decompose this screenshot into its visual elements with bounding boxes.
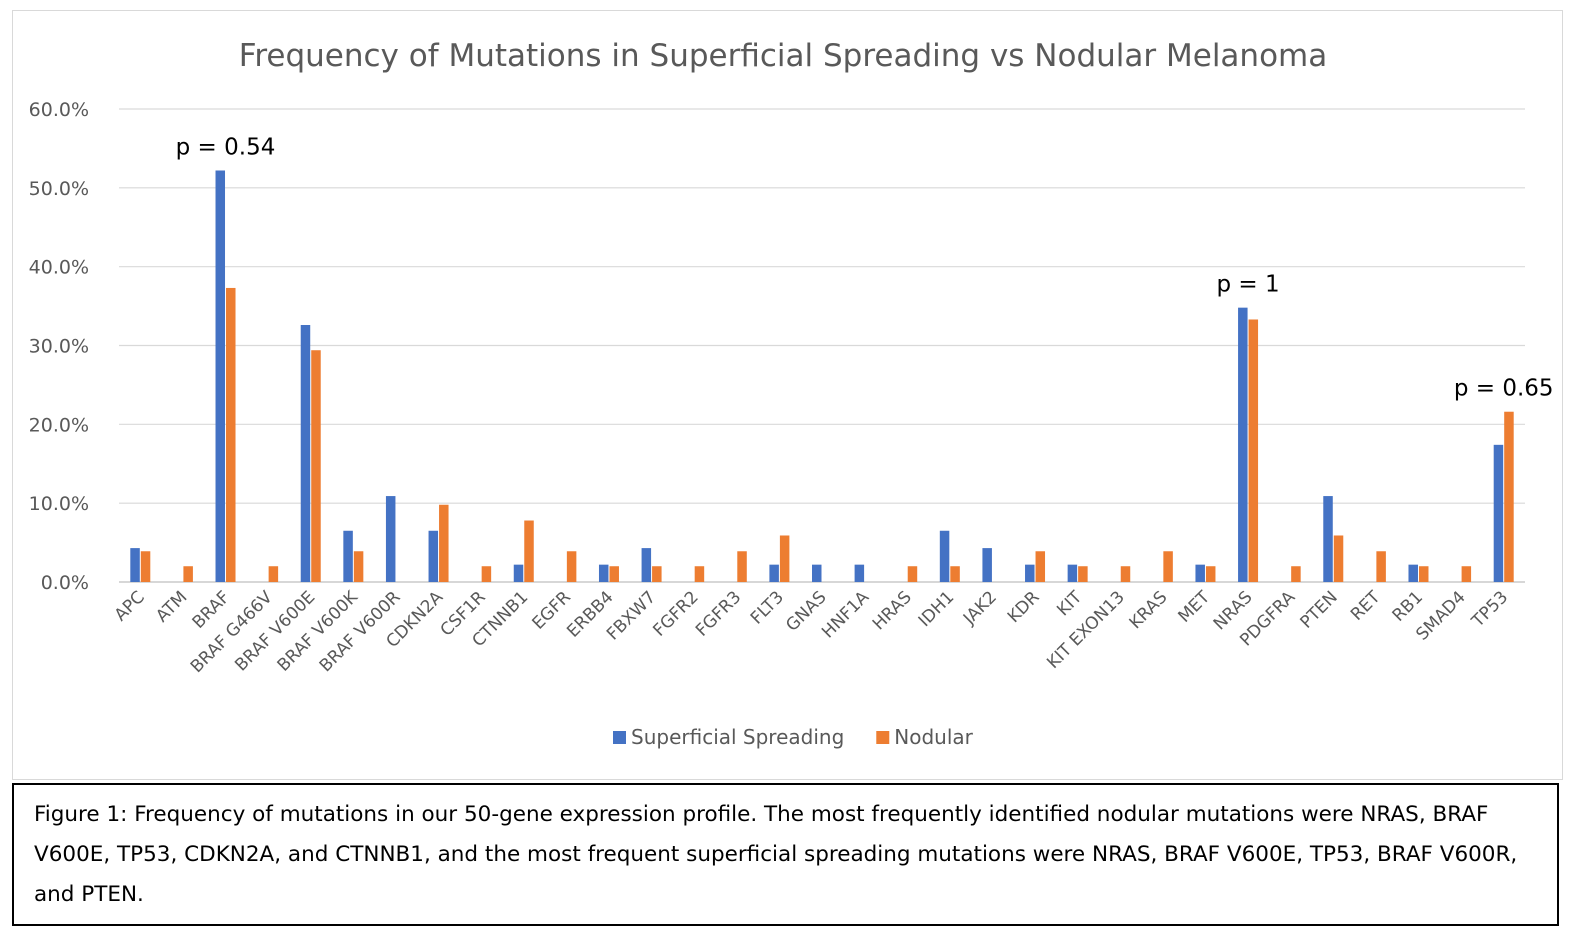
x-tick-label: JAK2 [959, 587, 1001, 629]
bar-pten-nodular [1333, 535, 1344, 582]
bar-met-superficial [1195, 564, 1205, 582]
bar-smad4-nodular [1461, 566, 1472, 582]
bar-idh1-nodular [950, 566, 960, 582]
chart-title: Frequency of Mutations in Superficial Sp… [239, 38, 1327, 74]
bar-egfr-nodular [566, 551, 577, 582]
bar-idh1-superficial [939, 530, 950, 582]
x-tick-label: KIT [1053, 587, 1086, 620]
gridlines [119, 108, 1525, 583]
bar-fbxw7-nodular [652, 566, 662, 582]
bar-atm-nodular [183, 566, 193, 582]
bar-rb1-nodular [1418, 566, 1429, 582]
bar-fgfr3-nodular [737, 551, 747, 582]
y-axis-ticks: 0.0% 10.0% 20.0% 30.0% 40.0% 50.0% 60.0% [29, 99, 89, 594]
bar-braf-v600k-nodular [353, 551, 364, 582]
x-tick-label: IDH1 [915, 587, 959, 631]
bar-braf-nodular [226, 287, 236, 582]
bar-kit-superficial [1067, 564, 1078, 582]
bar-kras-nodular [1163, 551, 1173, 582]
chart-frame: Frequency of Mutations in Superficial Sp… [12, 10, 1563, 780]
bar-ctnnb1-nodular [524, 520, 534, 582]
bar-apc-nodular [140, 551, 151, 582]
p-value-annotation: p = 0.65 [1454, 376, 1554, 402]
bar-fbxw7-superficial [641, 548, 652, 582]
y-tick-label: 20.0% [29, 414, 89, 436]
bar-hras-nodular [907, 566, 918, 582]
legend-swatch [613, 731, 626, 744]
y-tick-label: 0.0% [41, 572, 89, 594]
bar-pten-superficial [1323, 496, 1333, 582]
figure-caption: Figure 1: Frequency of mutations in our … [12, 783, 1559, 926]
bar-flt3-superficial [769, 564, 779, 582]
bar-met-nodular [1205, 566, 1216, 582]
bar-erbb4-nodular [609, 566, 619, 582]
bar-chart: Frequency of Mutations in Superficial Sp… [29, 38, 1554, 749]
bar-kit-exon13-nodular [1120, 566, 1131, 582]
bar-nras-nodular [1248, 319, 1259, 582]
bar-csf1r-nodular [481, 566, 492, 582]
x-tick-label: APC [111, 587, 149, 625]
bar-gnas-superficial [812, 564, 822, 582]
legend: Superficial Spreading Nodular [613, 725, 974, 749]
x-tick-label: FGFR3 [692, 587, 745, 640]
bar-jak2-superficial [982, 548, 992, 582]
x-tick-label: HRAS [869, 587, 916, 634]
bar-ctnnb1-superficial [513, 564, 524, 582]
bar-cdkn2a-superficial [428, 530, 439, 582]
y-tick-label: 60.0% [29, 99, 89, 121]
x-tick-label: ATM [152, 587, 191, 626]
x-tick-label: KDR [1004, 587, 1044, 627]
bar-hnf1a-superficial [854, 564, 865, 582]
legend-label: Superficial Spreading [631, 725, 844, 749]
p-value-annotation: p = 0.54 [176, 134, 276, 160]
y-tick-label: 50.0% [29, 178, 89, 200]
x-tick-label: PTEN [1296, 587, 1341, 632]
bar-braf-v600k-superficial [343, 530, 353, 582]
bar-braf-superficial [215, 170, 226, 583]
bar-rb1-superficial [1408, 564, 1418, 582]
x-tick-label: MET [1175, 587, 1215, 627]
bar-tp53-nodular [1504, 411, 1514, 582]
bar-apc-superficial [130, 548, 140, 582]
y-tick-label: 40.0% [29, 257, 89, 279]
bar-kdr-superficial [1025, 564, 1035, 582]
bar-kit-nodular [1078, 566, 1088, 582]
bar-flt3-nodular [779, 535, 790, 582]
annotations: p = 0.54 p = 1 p = 0.65 [176, 134, 1554, 401]
x-tick-label: KIT EXON13 [1043, 587, 1129, 673]
bar-tp53-superficial [1493, 444, 1504, 582]
x-tick-label: HNF1A [818, 587, 873, 642]
bar-kdr-nodular [1035, 551, 1046, 582]
bar-fgfr2-nodular [694, 566, 705, 582]
legend-label: Nodular [894, 725, 973, 749]
bar-cdkn2a-nodular [439, 504, 449, 582]
bar-erbb4-superficial [598, 564, 609, 582]
bars [130, 170, 1514, 583]
x-tick-label: KRAS [1126, 587, 1172, 633]
y-tick-label: 30.0% [29, 336, 89, 358]
bar-nras-superficial [1238, 307, 1248, 582]
x-tick-label: RET [1347, 587, 1385, 625]
bar-braf-g466v-nodular [268, 566, 279, 582]
bar-ret-nodular [1376, 551, 1386, 582]
y-tick-label: 10.0% [29, 493, 89, 515]
legend-swatch [876, 731, 890, 744]
p-value-annotation: p = 1 [1216, 272, 1279, 298]
x-tick-label: RB1 [1389, 587, 1427, 625]
bar-pdgfra-nodular [1291, 566, 1301, 582]
bar-braf-v600e-nodular [311, 350, 321, 582]
x-tick-label: TP53 [1467, 587, 1512, 632]
bar-braf-v600r-superficial [385, 496, 396, 582]
x-tick-label: FGFR2 [649, 587, 702, 640]
bar-braf-v600e-superficial [300, 325, 311, 582]
